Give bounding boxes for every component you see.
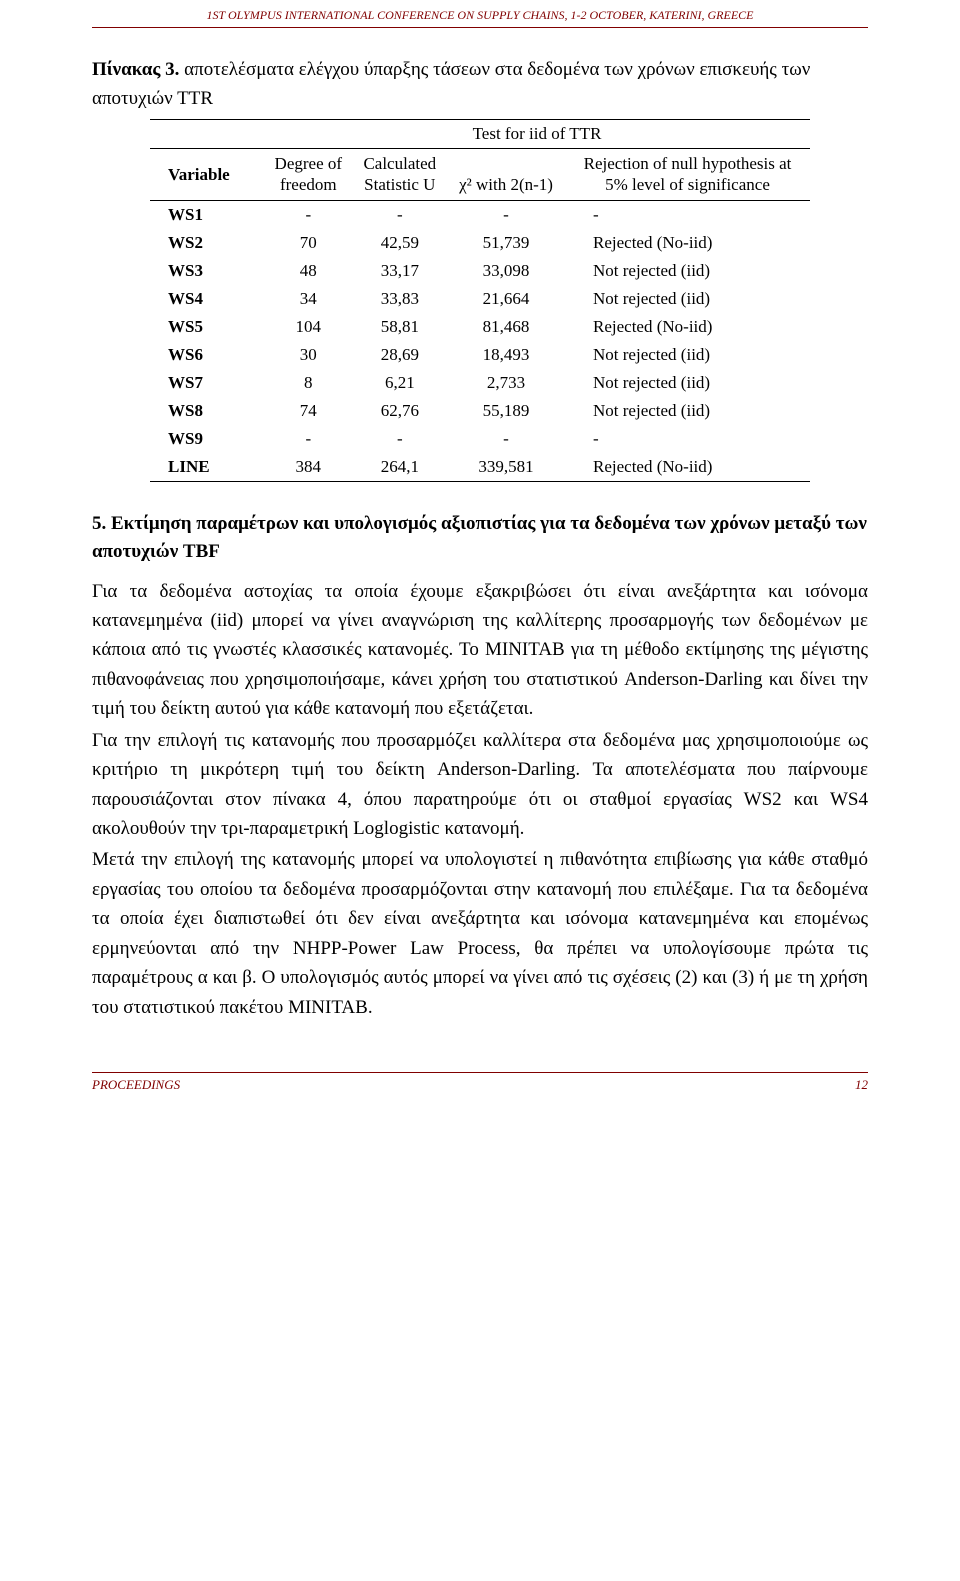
cell-chi: 339,581 bbox=[447, 453, 565, 482]
cell-result: Not rejected (iid) bbox=[565, 285, 810, 313]
cell-u: - bbox=[353, 200, 447, 229]
cell-variable: WS4 bbox=[150, 285, 264, 313]
table-row: WS786,212,733Not rejected (iid) bbox=[150, 369, 810, 397]
cell-df: 70 bbox=[264, 229, 353, 257]
section-title: 5. Εκτίμηση παραμέτρων και υπολογισμός α… bbox=[92, 510, 868, 567]
page-footer: PROCEEDINGS 12 bbox=[0, 1077, 960, 1103]
cell-variable: LINE bbox=[150, 453, 264, 482]
table-row: WS87462,7655,189Not rejected (iid) bbox=[150, 397, 810, 425]
cell-variable: WS5 bbox=[150, 313, 264, 341]
paragraph-3: Μετά την επιλογή της κατανομής μπορεί να… bbox=[92, 845, 868, 1022]
cell-chi: 51,739 bbox=[447, 229, 565, 257]
cell-variable: WS1 bbox=[150, 200, 264, 229]
cell-result: Rejected (No-iid) bbox=[565, 229, 810, 257]
cell-u: 62,76 bbox=[353, 397, 447, 425]
cell-result: - bbox=[565, 425, 810, 453]
footer-rule bbox=[92, 1072, 868, 1073]
cell-variable: WS7 bbox=[150, 369, 264, 397]
cell-u: 42,59 bbox=[353, 229, 447, 257]
cell-chi: 55,189 bbox=[447, 397, 565, 425]
cell-result: Rejected (No-iid) bbox=[565, 313, 810, 341]
hdr-variable: Variable bbox=[150, 149, 264, 201]
cell-chi: 2,733 bbox=[447, 369, 565, 397]
footer-right: 12 bbox=[855, 1077, 868, 1093]
cell-result: Not rejected (iid) bbox=[565, 341, 810, 369]
cell-u: 6,21 bbox=[353, 369, 447, 397]
cell-df: 34 bbox=[264, 285, 353, 313]
cell-result: Not rejected (iid) bbox=[565, 369, 810, 397]
cell-u: 28,69 bbox=[353, 341, 447, 369]
cell-df: 48 bbox=[264, 257, 353, 285]
cell-result: - bbox=[565, 200, 810, 229]
cell-chi: 18,493 bbox=[447, 341, 565, 369]
cell-chi: - bbox=[447, 425, 565, 453]
cell-u: 33,17 bbox=[353, 257, 447, 285]
cell-chi: 21,664 bbox=[447, 285, 565, 313]
cell-chi: 81,468 bbox=[447, 313, 565, 341]
table-title-row: Test for iid of TTR bbox=[150, 120, 810, 149]
table-row: LINE384264,1339,581Rejected (No-iid) bbox=[150, 453, 810, 482]
cell-df: 104 bbox=[264, 313, 353, 341]
hdr-statistic-u: CalculatedStatistic U bbox=[353, 149, 447, 201]
cell-df: 8 bbox=[264, 369, 353, 397]
cell-u: - bbox=[353, 425, 447, 453]
cell-u: 264,1 bbox=[353, 453, 447, 482]
table-row: WS1---- bbox=[150, 200, 810, 229]
cell-df: - bbox=[264, 200, 353, 229]
table-row: WS34833,1733,098Not rejected (iid) bbox=[150, 257, 810, 285]
cell-df: 74 bbox=[264, 397, 353, 425]
paragraph-2: Για την επιλογή τις κατανομής που προσαρ… bbox=[92, 726, 868, 844]
hdr-chi-sq: χ² with 2(n-1) bbox=[447, 149, 565, 201]
cell-u: 33,83 bbox=[353, 285, 447, 313]
cell-u: 58,81 bbox=[353, 313, 447, 341]
caption-rest: αποτελέσματα ελέγχου ύπαρξης τάσεων στα … bbox=[92, 59, 810, 109]
cell-df: - bbox=[264, 425, 353, 453]
paragraph-1: Για τα δεδομένα αστοχίας τα οποία έχουμε… bbox=[92, 577, 868, 724]
table-row: WS63028,6918,493Not rejected (iid) bbox=[150, 341, 810, 369]
cell-result: Not rejected (iid) bbox=[565, 257, 810, 285]
footer-left: PROCEEDINGS bbox=[92, 1077, 180, 1093]
hdr-rejection: Rejection of null hypothesis at5% level … bbox=[565, 149, 810, 201]
cell-chi: 33,098 bbox=[447, 257, 565, 285]
cell-result: Not rejected (iid) bbox=[565, 397, 810, 425]
cell-df: 384 bbox=[264, 453, 353, 482]
ttr-iid-table: Test for iid of TTR Variable Degree offr… bbox=[150, 119, 810, 482]
table-caption: Πίνακας 3. αποτελέσματα ελέγχου ύπαρξης … bbox=[92, 56, 868, 113]
cell-variable: WS8 bbox=[150, 397, 264, 425]
table-row: WS43433,8321,664Not rejected (iid) bbox=[150, 285, 810, 313]
table-row: WS27042,5951,739Rejected (No-iid) bbox=[150, 229, 810, 257]
cell-result: Rejected (No-iid) bbox=[565, 453, 810, 482]
cell-variable: WS3 bbox=[150, 257, 264, 285]
hdr-degree-freedom: Degree offreedom bbox=[264, 149, 353, 201]
table-header-row: Variable Degree offreedom CalculatedStat… bbox=[150, 149, 810, 201]
header-rule bbox=[92, 27, 868, 28]
table-row: WS9---- bbox=[150, 425, 810, 453]
table-inner-title: Test for iid of TTR bbox=[264, 120, 810, 149]
cell-df: 30 bbox=[264, 341, 353, 369]
cell-variable: WS2 bbox=[150, 229, 264, 257]
cell-variable: WS6 bbox=[150, 341, 264, 369]
table-row: WS510458,8181,468Rejected (No-iid) bbox=[150, 313, 810, 341]
running-header: 1ST OLYMPUS INTERNATIONAL CONFERENCE ON … bbox=[92, 0, 868, 23]
cell-variable: WS9 bbox=[150, 425, 264, 453]
caption-lead: Πίνακας 3. bbox=[92, 59, 179, 80]
cell-chi: - bbox=[447, 200, 565, 229]
